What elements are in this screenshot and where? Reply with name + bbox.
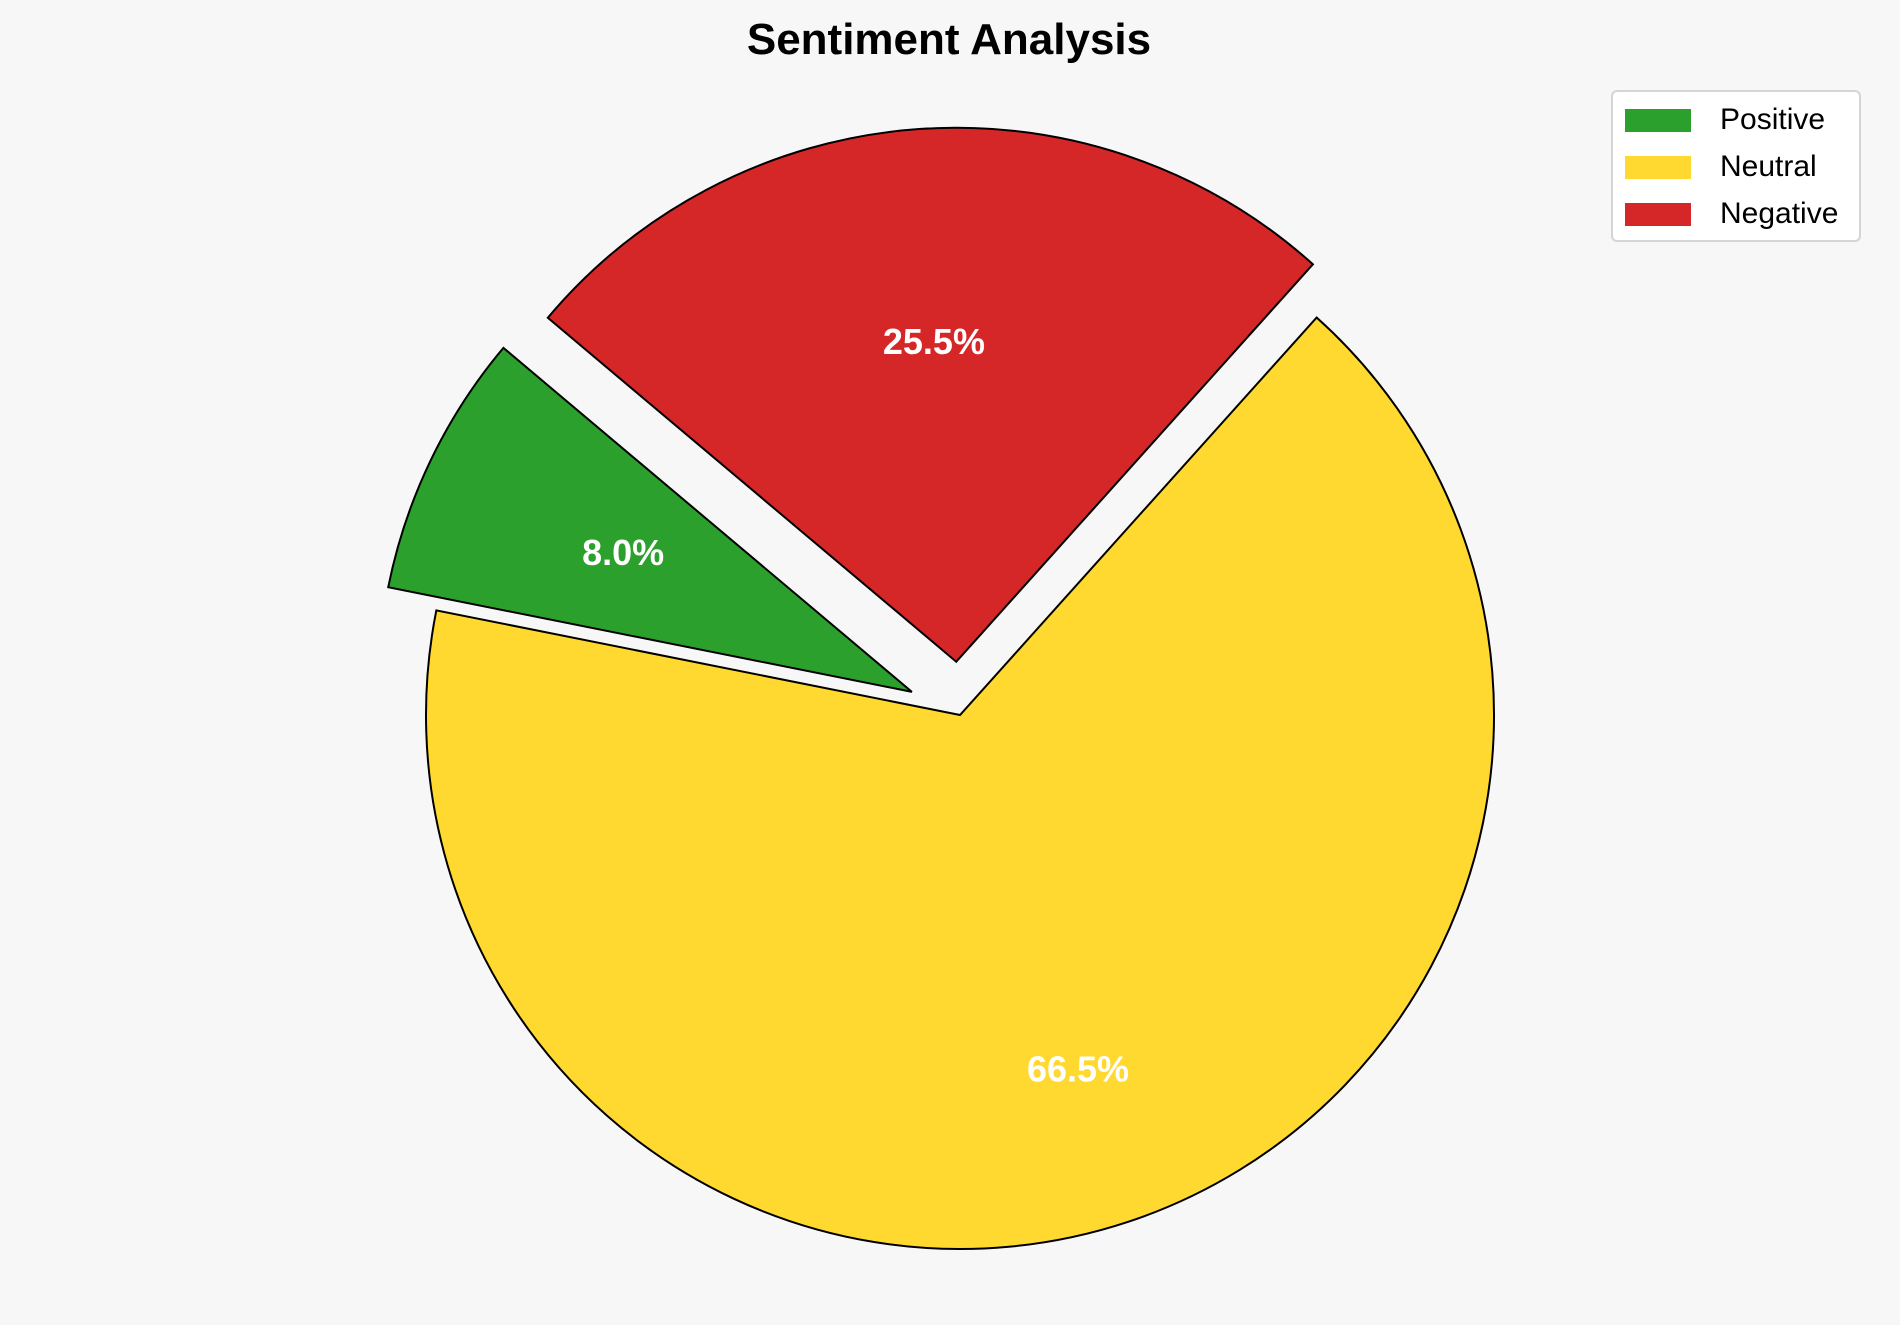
legend: Positive Neutral Negative (1611, 90, 1861, 242)
slice-label-positive: 8.0% (582, 532, 664, 573)
legend-label: Neutral (1720, 150, 1817, 183)
legend-item-neutral: Neutral (1625, 147, 1817, 187)
pie-slice-negative (546, 126, 1315, 664)
legend-item-positive: Positive (1625, 100, 1825, 140)
legend-item-negative: Negative (1625, 194, 1838, 234)
pie-slice-positive (387, 346, 913, 693)
legend-swatch-neutral (1625, 155, 1691, 179)
slice-label-neutral: 66.5% (1027, 1049, 1129, 1090)
legend-swatch-positive (1625, 108, 1691, 132)
slice-label-negative: 25.5% (883, 321, 985, 362)
legend-swatch-negative (1625, 202, 1691, 226)
pie-slice-neutral (425, 316, 1495, 1250)
legend-label: Positive (1720, 103, 1826, 136)
legend-label: Negative (1720, 197, 1839, 230)
chart-title: Sentiment Analysis (747, 15, 1151, 64)
